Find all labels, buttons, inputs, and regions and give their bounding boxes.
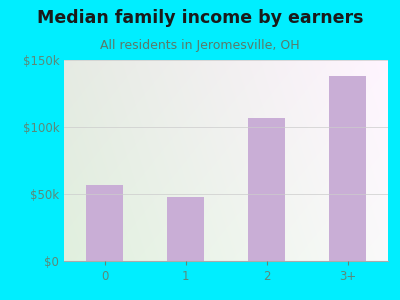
Bar (86, 184, 123, 261)
Bar (248, 118, 285, 261)
Bar (329, 76, 366, 261)
Bar (167, 197, 204, 261)
Text: All residents in Jeromesville, OH: All residents in Jeromesville, OH (100, 39, 300, 52)
Text: Median family income by earners: Median family income by earners (37, 9, 363, 27)
